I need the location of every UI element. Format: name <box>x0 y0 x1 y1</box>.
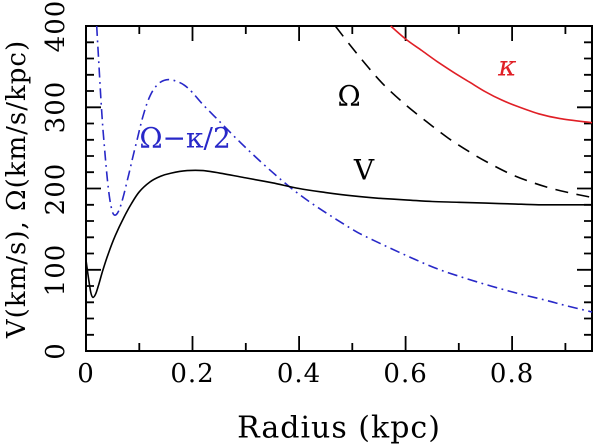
curve-kappa <box>390 25 593 124</box>
y-tick-label: 400 <box>41 0 71 53</box>
curve-omega-minus-kappa-half <box>95 25 593 313</box>
curve-label-V: V <box>353 153 375 187</box>
x-tick-label: 0.8 <box>489 359 535 389</box>
y-tick-label: 100 <box>41 243 71 297</box>
x-tick-label: 0 <box>77 359 95 389</box>
curve-label--: κ <box>498 49 517 83</box>
y-tick-label: 200 <box>41 162 71 215</box>
y-axis-title: V(km/s), Ω(km/s/kpc) <box>2 39 32 339</box>
y-tick-label: 300 <box>41 80 71 134</box>
curve-label--2: Ω−κ/2 <box>139 121 231 155</box>
curve-V <box>85 169 592 299</box>
x-tick-label: 0.2 <box>170 359 215 389</box>
x-tick-label: 0.6 <box>383 359 428 389</box>
axis-ticks <box>85 25 592 352</box>
y-tick-label: 0 <box>41 342 71 360</box>
x-axis-title: Radius (kpc) <box>237 410 441 446</box>
curve-label--: Ω <box>337 79 361 113</box>
curve-omega <box>334 25 593 199</box>
x-tick-label: 0.4 <box>276 359 322 389</box>
